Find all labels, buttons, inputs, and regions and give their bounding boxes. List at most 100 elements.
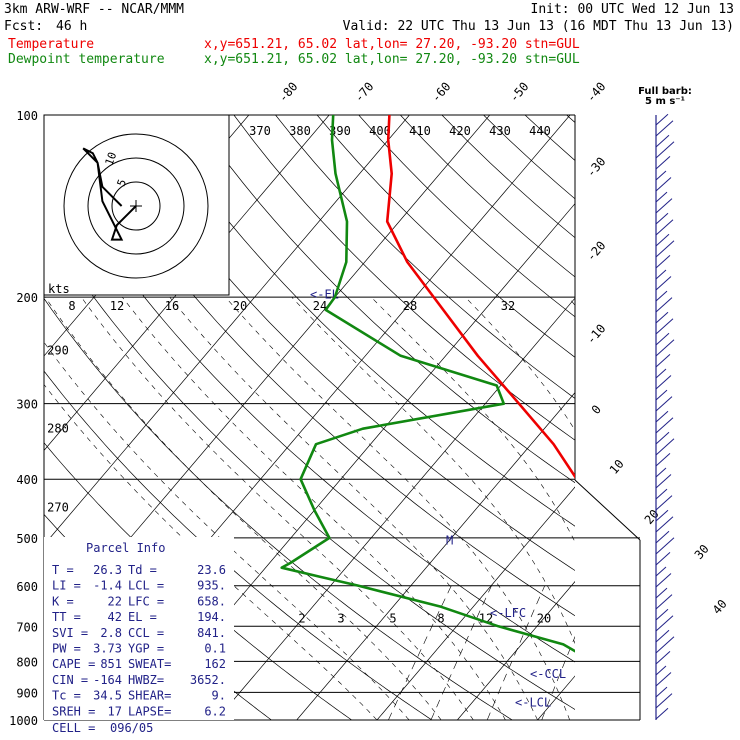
wind-barb-flag <box>655 686 668 698</box>
wind-barb-flag <box>655 141 675 159</box>
wind-barb <box>655 573 672 588</box>
moist-adiabat <box>225 296 570 720</box>
pressure-label: 1000 <box>9 714 38 728</box>
wind-barb-flag <box>655 297 673 313</box>
mixing-ratio-label: 5 <box>389 611 396 625</box>
wind-barb-flag <box>655 672 672 687</box>
wind-barb-flag <box>655 587 668 599</box>
wind-barb-flag <box>655 396 673 412</box>
wind-barb-flag <box>655 198 673 214</box>
wind-barb-flag <box>655 636 675 654</box>
wind-barb <box>655 191 668 203</box>
dry-adiabat <box>566 115 575 123</box>
parcel-stat-value: 22 <box>108 594 122 608</box>
dry-adiabat <box>733 115 740 720</box>
parcel-stat-value: 0.1 <box>204 642 226 656</box>
wind-barb <box>655 170 667 181</box>
parcel-stat-value: 6.2 <box>204 704 226 718</box>
hodograph-ring <box>87 157 185 255</box>
dry-adiabat <box>608 115 740 720</box>
dry-adiabat <box>233 115 575 441</box>
init-time: Init: 00 UTC Wed 12 Jun 13 <box>531 2 735 17</box>
parcel-stat-value: 42 <box>108 610 122 624</box>
wind-barb <box>655 410 669 423</box>
barb-key-units: 5 m s⁻¹ <box>645 96 685 107</box>
isotherm-line <box>216 297 575 720</box>
pressure-label: 300 <box>16 398 38 412</box>
mixing-ratio-line <box>388 585 452 720</box>
parcel-stat-label: LFC = <box>128 594 164 608</box>
isotherm-line <box>0 115 8 720</box>
theta-label: 280 <box>47 422 69 436</box>
dry-adiabat <box>275 115 575 399</box>
wet-bulb-label: 20 <box>233 299 247 313</box>
wind-barb <box>655 453 671 467</box>
level-marker-lcl: <-LCL <box>515 695 551 709</box>
parcel-stat-label: LCL = <box>128 579 164 593</box>
wind-barb-flag <box>655 467 667 478</box>
wind-barb-flag <box>655 113 669 126</box>
pressure-label: 800 <box>16 655 38 669</box>
parcel-stat-value: 17 <box>108 704 122 718</box>
isotherm-label: -30 <box>584 154 609 180</box>
theta-e-label: 430 <box>489 124 511 138</box>
parcel-stat-value: -164 <box>93 673 122 687</box>
moist-adiabat <box>568 296 575 306</box>
pressure-label: 900 <box>16 686 38 700</box>
wind-barb-flag <box>655 339 675 357</box>
level-marker-el: <-EL <box>310 287 339 301</box>
wind-barb <box>655 615 674 632</box>
isotherm-label: 30 <box>692 542 712 562</box>
pressure-label: 200 <box>16 291 38 305</box>
wind-barb <box>655 311 669 324</box>
mixing-ratio-label: 20 <box>537 611 551 625</box>
wind-barb <box>655 608 669 621</box>
model-title: 3km ARW-WRF -- NCAR/MMM <box>4 2 184 17</box>
theta-e-label: 440 <box>529 124 551 138</box>
dry-adiabat <box>67 115 575 617</box>
dry-adiabat <box>524 115 575 161</box>
hodograph-ring <box>111 181 161 231</box>
dry-adiabat <box>441 115 575 239</box>
parcel-stat-label: PW = <box>52 642 81 656</box>
isotherm-line <box>296 392 575 720</box>
wind-barb <box>655 707 669 720</box>
forecast-hour: 46 h <box>56 19 87 34</box>
theta-e-label: 410 <box>409 124 431 138</box>
mixing-ratio-line <box>656 586 704 720</box>
wind-barb-flag <box>655 290 668 302</box>
wind-barb <box>655 552 671 566</box>
isotherm-label: -70 <box>352 79 377 105</box>
parcel-stat-value: 162 <box>204 657 226 671</box>
parcel-stat-label: LI = <box>52 579 81 593</box>
wind-barb-flag <box>655 255 671 269</box>
level-marker-m: M <box>446 533 453 547</box>
moist-adiabat <box>666 297 730 720</box>
wind-barb-flag <box>655 332 670 346</box>
wind-barb <box>655 672 672 687</box>
wind-barb <box>655 530 670 544</box>
wind-barb-flag <box>655 566 667 577</box>
theta-e-label: 380 <box>289 124 311 138</box>
hodograph-ring <box>63 133 209 279</box>
parcel-stat-label: SHEAR= <box>128 689 171 703</box>
parcel-stat-label: SVI = <box>52 626 88 640</box>
wind-barb-flag <box>655 276 672 291</box>
parcel-stat-value: 23.6 <box>197 563 226 577</box>
wind-barb <box>655 587 668 599</box>
parcel-stat-label: CIN = <box>52 673 88 687</box>
wind-barb <box>655 516 674 533</box>
valid-time: Valid: 22 UTC Thu 13 Jun 13 (16 MDT Thu … <box>343 19 734 34</box>
wind-barb <box>655 396 673 412</box>
wind-barb <box>655 375 672 390</box>
pressure-label: 400 <box>16 473 38 487</box>
dry-adiabat <box>316 115 575 358</box>
wind-barb-flag <box>655 431 670 445</box>
hodograph-ring-label: 5 <box>115 177 129 188</box>
wind-barb <box>655 269 667 280</box>
isotherm-line <box>537 675 575 720</box>
wind-barb-flag <box>655 707 669 720</box>
moist-adiabat <box>81 296 474 720</box>
parcel-stat-value: 2.8 <box>100 626 122 640</box>
wind-barb <box>655 198 673 214</box>
